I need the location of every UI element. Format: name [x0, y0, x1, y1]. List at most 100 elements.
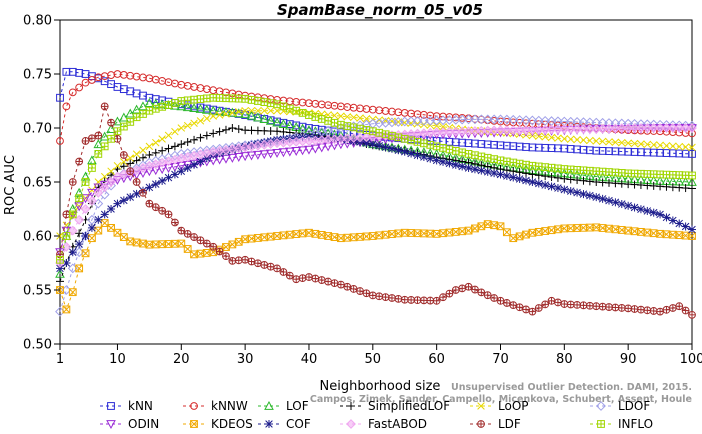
- marker-simplifiedlof: [528, 170, 537, 179]
- marker-ldf: [234, 256, 243, 265]
- marker-cof: [158, 176, 167, 185]
- marker-cof: [387, 144, 396, 153]
- marker-cof: [394, 146, 403, 155]
- y-tick-label: 0.50: [23, 338, 52, 353]
- legend-marker-ldf: [477, 420, 485, 428]
- marker-fastabod: [514, 125, 525, 136]
- marker-inflo: [311, 113, 320, 121]
- marker-kdeos: [362, 232, 371, 241]
- marker-simplifiedlof: [585, 177, 594, 186]
- marker-lof: [240, 108, 250, 118]
- marker-cof: [426, 154, 435, 163]
- y-tick-label: 0.80: [23, 14, 52, 29]
- marker-ldf: [113, 134, 122, 143]
- marker-cof: [592, 193, 601, 202]
- marker-odin: [233, 153, 244, 162]
- marker-odin: [304, 145, 314, 155]
- marker-ldf: [445, 289, 454, 298]
- marker-ldf: [81, 137, 90, 145]
- marker-lof: [189, 103, 199, 113]
- marker-loop: [598, 137, 607, 146]
- marker-ldf: [560, 300, 569, 308]
- marker-fastabod: [661, 123, 672, 133]
- marker-cof: [605, 196, 614, 205]
- marker-fastabod: [572, 124, 582, 134]
- marker-ldf: [151, 203, 160, 212]
- marker-cof: [445, 159, 454, 168]
- marker-ldf: [637, 305, 645, 314]
- marker-ldf: [605, 303, 613, 311]
- marker-ldf: [222, 252, 230, 261]
- marker-ldf: [675, 302, 684, 311]
- marker-loop: [547, 133, 556, 142]
- marker-cof: [81, 232, 90, 240]
- marker-fastabod: [648, 123, 659, 133]
- marker-kdeos: [234, 237, 243, 246]
- marker-loop: [554, 134, 562, 142]
- marker-inflo: [426, 140, 435, 149]
- marker-cof: [75, 240, 84, 249]
- legend-label-inflo: INFLO: [618, 417, 653, 431]
- marker-odin: [284, 147, 295, 157]
- marker-cof: [87, 223, 96, 232]
- marker-lof: [246, 110, 257, 120]
- y-tick-label: 0.60: [23, 230, 52, 245]
- marker-ldf: [490, 294, 499, 302]
- marker-kdeos: [292, 230, 301, 238]
- series-ldf: [56, 102, 696, 319]
- marker-ldf: [598, 302, 607, 311]
- marker-simplifiedlof: [534, 171, 543, 180]
- legend-marker-loop: [477, 402, 485, 410]
- marker-kdeos: [458, 227, 467, 236]
- marker-inflo: [643, 170, 652, 178]
- marker-kdeos: [177, 239, 186, 248]
- marker-ldf: [400, 295, 409, 304]
- marker-inflo: [445, 145, 454, 154]
- marker-lof: [131, 104, 142, 114]
- marker-inflo: [439, 143, 447, 152]
- marker-kdeos: [279, 231, 288, 240]
- marker-kdeos: [624, 226, 633, 235]
- legend-item-fastabod: FastABOD: [340, 417, 427, 431]
- marker-ldf: [253, 259, 262, 268]
- marker-ldf: [681, 306, 690, 315]
- marker-loop: [362, 114, 371, 123]
- marker-ldf: [592, 302, 601, 311]
- marker-ldf: [324, 277, 333, 286]
- marker-lof: [272, 117, 282, 127]
- marker-loop: [592, 137, 600, 145]
- marker-ldf: [630, 305, 639, 313]
- marker-simplifiedlof: [196, 133, 205, 142]
- marker-kdeos: [62, 305, 71, 314]
- marker-inflo: [75, 194, 84, 203]
- marker-kdeos: [534, 227, 543, 236]
- marker-knn: [132, 89, 141, 98]
- marker-kdeos: [100, 219, 109, 227]
- marker-loop: [618, 138, 626, 147]
- marker-inflo: [413, 137, 422, 146]
- marker-ldf: [381, 293, 390, 302]
- marker-ldf: [317, 276, 326, 284]
- marker-fastabod: [495, 125, 506, 136]
- marker-ldf: [209, 242, 218, 251]
- marker-cof: [681, 222, 690, 231]
- marker-inflo: [458, 148, 467, 157]
- legend-marker-simplifiedlof: [347, 402, 355, 410]
- legend-item-cof: COF: [258, 417, 311, 431]
- marker-fastabod: [584, 124, 595, 134]
- series-line-cof: [59, 136, 693, 269]
- marker-simplifiedlof: [560, 174, 569, 183]
- watermark-line-1: Unsupervised Outlier Detection. DAMI, 20…: [451, 382, 692, 393]
- marker-inflo: [330, 118, 339, 127]
- marker-ldf: [624, 304, 633, 313]
- legend-item-ldof: LDOF: [590, 399, 650, 413]
- marker-kdeos: [368, 232, 377, 240]
- marker-fastabod: [501, 125, 512, 136]
- marker-knnw: [75, 83, 84, 92]
- legend-label-odin: ODIN: [128, 417, 159, 431]
- marker-inflo: [81, 178, 90, 186]
- legend-label-knnw: kNNW: [211, 399, 248, 413]
- legend-marker-knn: [107, 402, 115, 410]
- marker-inflo: [541, 163, 550, 171]
- marker-cof: [470, 165, 479, 174]
